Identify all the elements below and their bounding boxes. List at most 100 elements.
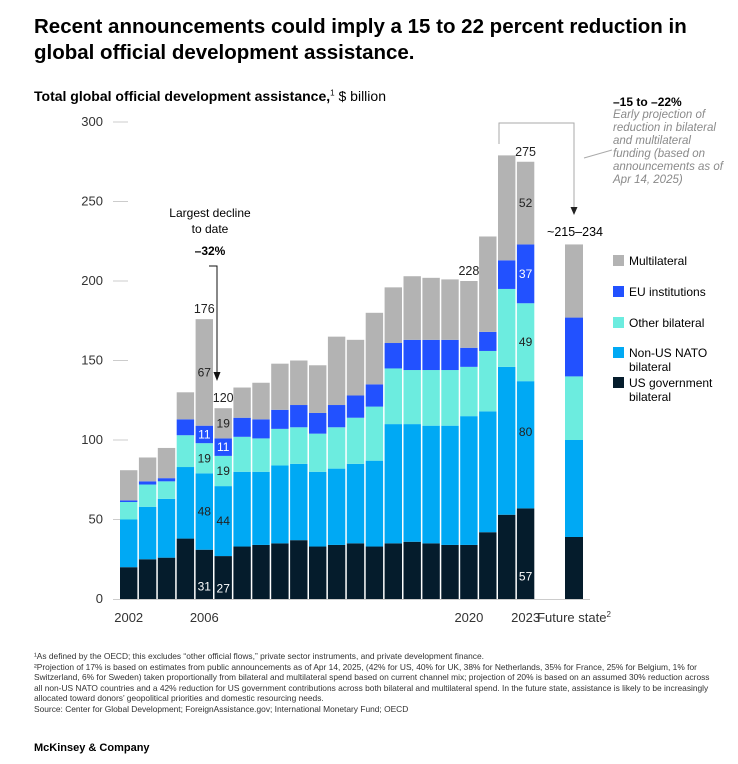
bar-segment-eu-institutions-2006 xyxy=(195,425,213,444)
bar-segment-multilateral-2010 xyxy=(271,363,289,410)
bar-segment-other-bilateral-2019 xyxy=(441,370,459,426)
data-label-other-bilateral-2006: 19 xyxy=(198,451,212,465)
bar-segment-other-bilateral-2006 xyxy=(195,443,213,474)
future-projection-arrowhead xyxy=(570,207,578,215)
data-label-eu-institutions-2006: 11 xyxy=(198,427,211,441)
x-tick-label-2020: 2020 xyxy=(454,610,483,625)
legend-swatch-multilateral xyxy=(613,255,624,266)
bar-segment-non-us-nato-bilateral-2003 xyxy=(138,506,157,560)
bar-segment-eu-institutions-2013 xyxy=(327,405,346,428)
bar-segment-eu-institutions-2008 xyxy=(233,417,251,437)
bar-segment-multilateral-2015 xyxy=(365,312,384,385)
bar-segment-other-bilateral-2023 xyxy=(516,303,535,382)
bar-segment-multilateral-2006 xyxy=(195,319,213,426)
data-label-non-us-nato-bilateral-2023: 80 xyxy=(519,425,533,439)
future-projection-note: –15 to –22% Early projection of reductio… xyxy=(613,96,731,187)
bar-segment-non-us-nato-bilateral-2021 xyxy=(479,411,497,533)
x-tick-label-2023: 2023 xyxy=(511,610,540,625)
bar-segment-eu-institutions-2017 xyxy=(403,339,421,371)
bar-segment-multilateral-2020 xyxy=(460,281,478,348)
data-label-eu-institutions-2023: 37 xyxy=(519,267,533,281)
footnote-1: ¹As defined by the OECD; this excludes “… xyxy=(34,651,484,661)
future-state-range-label: ~215–234 xyxy=(547,225,603,239)
bar-segment-multilateral-2012 xyxy=(309,365,327,413)
bar-segment-eu-institutions-2004 xyxy=(157,478,176,482)
bar-segment-eu-institutions-2002 xyxy=(120,500,138,503)
bar-segment-us-government-bilateral-2021 xyxy=(479,532,497,599)
bar-segment-eu-institutions-2016 xyxy=(384,343,402,369)
bar-segment-us-government-bilateral-2004 xyxy=(157,557,176,599)
bar-segment-other-bilateral-2003 xyxy=(138,484,157,507)
total-label-2020: 228 xyxy=(458,264,479,278)
bar-segment-other-bilateral-future-state xyxy=(565,376,583,440)
bar-segment-eu-institutions-2018 xyxy=(422,339,440,371)
bar-segment-multilateral-2019 xyxy=(441,279,459,340)
bar-segment-us-government-bilateral-2014 xyxy=(346,543,365,599)
bar-segment-eu-institutions-2020 xyxy=(460,347,478,367)
bar-segment-other-bilateral-2008 xyxy=(233,436,251,472)
data-label-other-bilateral-2007: 19 xyxy=(217,464,231,478)
legend-swatch-us-government-bilateral xyxy=(613,377,624,388)
bar-segment-eu-institutions-2003 xyxy=(138,481,157,485)
y-tick-label: 100 xyxy=(81,432,103,447)
y-tick-label: 300 xyxy=(81,114,103,129)
data-label-other-bilateral-2023: 49 xyxy=(519,335,533,349)
bar-segment-eu-institutions-2011 xyxy=(290,405,308,428)
data-label-us-government-bilateral-2006: 31 xyxy=(198,580,212,594)
bar-segment-us-government-bilateral-2013 xyxy=(327,544,346,599)
y-tick-label: 150 xyxy=(81,353,103,368)
bar-segment-multilateral-2017 xyxy=(403,276,421,340)
data-label-eu-institutions-2007: 11 xyxy=(217,440,230,454)
legend-label-other-bilateral: Other bilateral xyxy=(629,316,705,330)
bar-segment-multilateral-2005 xyxy=(176,392,195,420)
bar-segment-non-us-nato-bilateral-2017 xyxy=(403,424,421,542)
bar-segment-eu-institutions-2019 xyxy=(441,339,459,371)
bar-segment-us-government-bilateral-2022 xyxy=(498,514,516,599)
legend-label-eu-institutions: EU institutions xyxy=(629,285,706,299)
bar-segment-eu-institutions-2014 xyxy=(346,395,365,418)
bar-segment-non-us-nato-bilateral-2009 xyxy=(252,471,270,545)
future-projection-range: –15 to –22% xyxy=(613,95,682,109)
bar-segment-us-government-bilateral-2023 xyxy=(516,508,535,599)
bar-segment-us-government-bilateral-2005 xyxy=(176,538,195,599)
bar-segment-eu-institutions-2010 xyxy=(271,409,289,429)
bar-segment-other-bilateral-2010 xyxy=(271,428,289,466)
bar-segment-non-us-nato-bilateral-2013 xyxy=(327,468,346,545)
bar-segment-us-government-bilateral-2006 xyxy=(195,549,213,599)
footnote-2: ²Projection of 17% is based on estimates… xyxy=(34,661,710,704)
bar-segment-multilateral-2018 xyxy=(422,277,440,340)
bar-segment-other-bilateral-2022 xyxy=(498,288,516,367)
chart-subtitle: Total global official development assist… xyxy=(34,88,386,104)
bar-segment-eu-institutions-2022 xyxy=(498,260,516,289)
legend-label-multilateral: Multilateral xyxy=(629,254,688,268)
source-note: Source: Center for Global Development; F… xyxy=(34,703,409,714)
bar-segment-non-us-nato-bilateral-2007 xyxy=(214,486,232,557)
bar-segment-multilateral-2016 xyxy=(384,287,402,344)
bar-segment-non-us-nato-bilateral-2022 xyxy=(498,366,516,515)
bar-segment-eu-institutions-2021 xyxy=(479,331,497,351)
largest-decline-annotation: Largest decline to date –32% xyxy=(150,206,270,258)
chart-subtitle-label: Total global official development assist… xyxy=(34,88,331,104)
bar-segment-non-us-nato-bilateral-2015 xyxy=(365,460,384,547)
bar-segment-other-bilateral-2009 xyxy=(252,438,270,472)
bar-segment-non-us-nato-bilateral-2016 xyxy=(384,424,402,544)
bar-segment-us-government-bilateral-2009 xyxy=(252,544,270,599)
data-label-multilateral-2007: 19 xyxy=(217,416,231,430)
total-label-2007: 120 xyxy=(213,391,234,405)
bar-segment-eu-institutions-2015 xyxy=(365,384,384,407)
bar-segment-eu-institutions-future-state xyxy=(565,317,583,377)
bar-segment-other-bilateral-2002 xyxy=(120,502,138,520)
largest-decline-line2: to date xyxy=(191,222,229,236)
bar-segment-non-us-nato-bilateral-2012 xyxy=(309,471,327,547)
bar-segment-us-government-bilateral-2018 xyxy=(422,543,440,599)
x-tick-label-2002: 2002 xyxy=(114,610,143,625)
future-projection-connector xyxy=(498,122,575,208)
bar-segment-non-us-nato-bilateral-2004 xyxy=(157,498,176,558)
bar-segment-other-bilateral-2013 xyxy=(327,427,346,469)
chart-subtitle-footnote-ref: 1 xyxy=(330,88,335,98)
x-tick-label-future-state: Future state2 xyxy=(537,610,611,625)
bar-segment-multilateral-2021 xyxy=(479,236,497,332)
data-label-us-government-bilateral-2023: 57 xyxy=(519,569,533,583)
bar-segment-multilateral-2011 xyxy=(290,360,308,406)
bar-segment-eu-institutions-2023 xyxy=(516,244,535,304)
